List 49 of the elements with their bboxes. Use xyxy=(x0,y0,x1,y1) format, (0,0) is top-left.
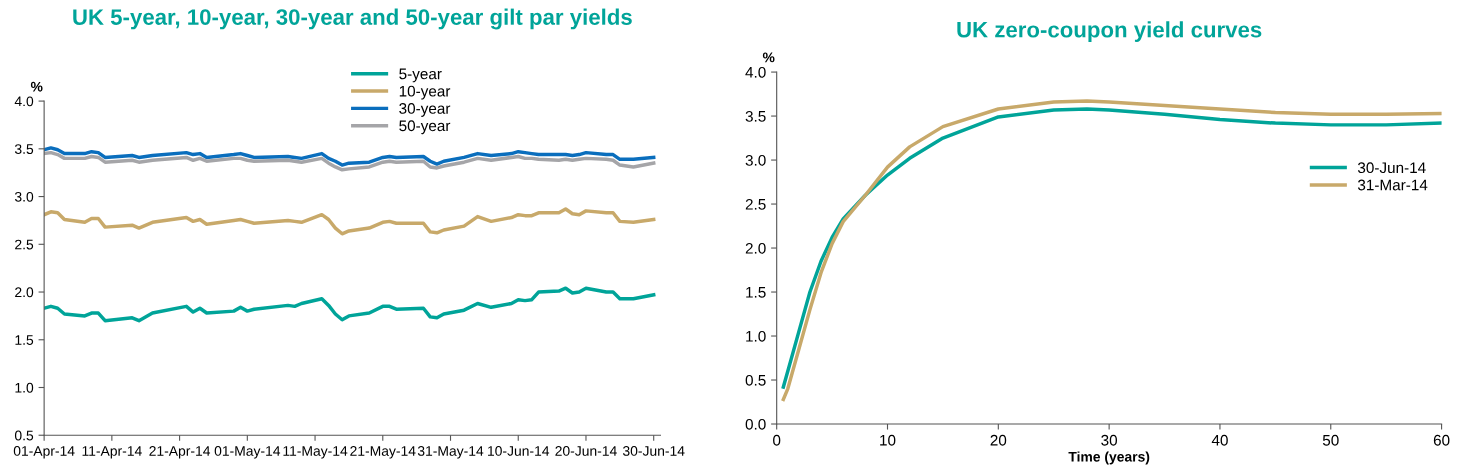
y-axis-title: % xyxy=(30,81,43,92)
y-tick-label: 1.0 xyxy=(15,382,34,393)
y-tick-label: 2.5 xyxy=(745,198,766,210)
x-axis-title: Time (years) xyxy=(1068,451,1150,465)
x-tick-label: 10-Jun-14 xyxy=(488,446,550,456)
y-tick-label: 1.5 xyxy=(746,287,766,298)
y-tick-label: 0.5 xyxy=(745,374,766,386)
legend-label: 30-year xyxy=(399,103,451,117)
chart-title: UK 5-year, 10-year, 30-year and 50-year gilt par yields xyxy=(73,8,632,30)
y-tick-label: 4.0 xyxy=(745,66,766,78)
y-tick-label: 1.0 xyxy=(746,330,766,342)
y-tick-label: 3.5 xyxy=(14,144,34,154)
x-tick-label: 30-Jun-14 xyxy=(622,446,685,456)
y-tick-label: 1.5 xyxy=(15,335,34,345)
y-axis-title: % xyxy=(762,52,775,63)
chart-title: UK zero-coupon yield curves xyxy=(957,21,1262,42)
x-tick-label: 11-Apr-14 xyxy=(82,446,142,459)
legend-label: 30-Jun-14 xyxy=(1357,162,1426,174)
y-tick-label: 0.5 xyxy=(14,430,34,441)
x-tick-label: 31-May-14 xyxy=(417,446,484,459)
x-tick-label: 30 xyxy=(1101,434,1118,446)
y-tick-label: 2.0 xyxy=(15,287,34,298)
line-series xyxy=(44,150,656,172)
legend-label: 31-Mar-14 xyxy=(1357,179,1428,191)
x-tick-label: 40 xyxy=(1211,434,1228,446)
legend-label: 50-year xyxy=(399,120,451,135)
x-tick-label: 21-May-14 xyxy=(350,446,416,459)
y-tick-label: 3.0 xyxy=(14,191,34,202)
line-series xyxy=(44,286,656,323)
x-tick-label: 21-Apr-14 xyxy=(149,446,211,459)
x-tick-label: 20 xyxy=(990,434,1007,446)
x-tick-label: 01-May-14 xyxy=(214,446,281,459)
x-tick-label: 60 xyxy=(1433,434,1450,446)
x-tick-label: 10 xyxy=(880,434,896,446)
y-tick-label: 0.0 xyxy=(745,418,766,430)
line-series xyxy=(44,146,656,167)
x-tick-label: 0 xyxy=(773,434,781,446)
x-tick-label: 50 xyxy=(1322,434,1339,446)
y-tick-label: 4.0 xyxy=(14,96,34,107)
y-tick-label: 2.5 xyxy=(15,239,34,250)
y-tick-label: 3.0 xyxy=(745,154,766,166)
x-tick-label: 11-May-14 xyxy=(283,446,348,459)
legend-label: 5-year xyxy=(399,68,442,83)
y-tick-label: 2.0 xyxy=(745,242,766,254)
x-tick-label: 20-Jun-14 xyxy=(555,446,617,456)
x-tick-label: 01-Apr-14 xyxy=(13,446,75,459)
y-tick-label: 3.5 xyxy=(745,110,766,122)
line-series xyxy=(44,207,656,236)
legend-label: 10-year xyxy=(399,85,451,100)
